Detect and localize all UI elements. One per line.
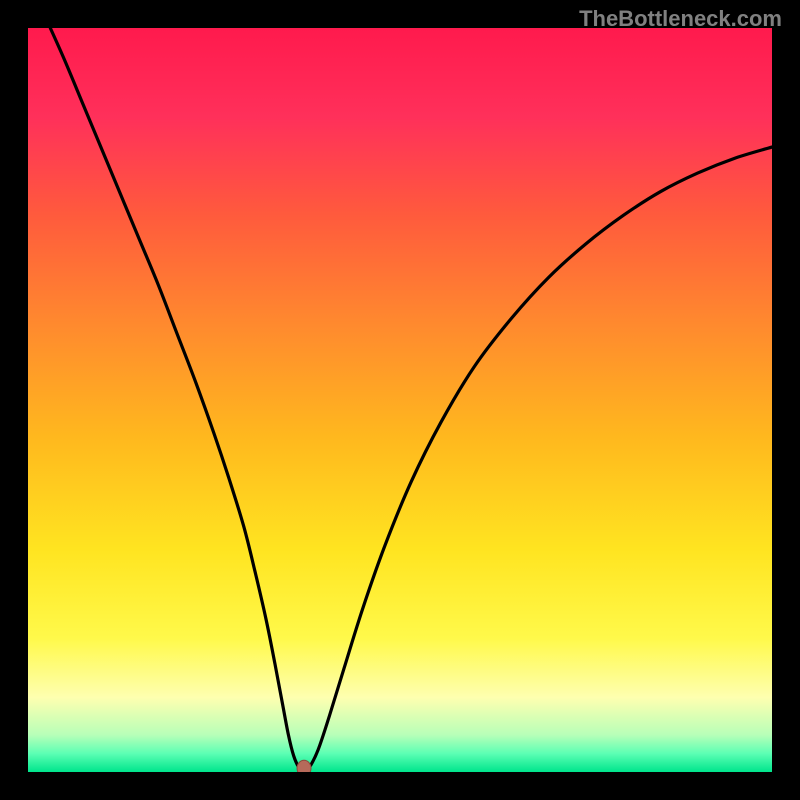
plot-area <box>28 28 772 772</box>
chart-container: TheBottleneck.com <box>0 0 800 800</box>
plot-svg <box>28 28 772 772</box>
minimum-marker <box>297 760 311 772</box>
watermark-text: TheBottleneck.com <box>579 6 782 32</box>
gradient-background <box>28 28 772 772</box>
